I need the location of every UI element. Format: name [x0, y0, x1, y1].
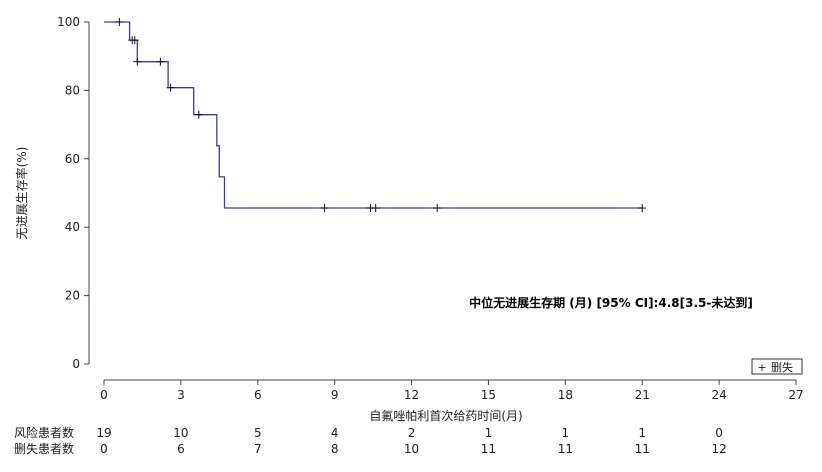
- risk-value: 11: [558, 442, 573, 456]
- x-tick-label: 15: [481, 388, 496, 402]
- x-tick-label: 21: [635, 388, 650, 402]
- x-tick-label: 6: [254, 388, 262, 402]
- labels-layer: 无进展生存率(%) 自氟唑帕利首次给药时间(月) 中位无进展生存期 (月) [9…: [14, 147, 753, 423]
- censor-mark: [320, 204, 329, 213]
- legend-box: [751, 358, 803, 375]
- risk-value: 6: [177, 442, 185, 456]
- x-tick-label: 27: [788, 388, 803, 402]
- risk-value: 5: [254, 426, 262, 440]
- censor-mark: [166, 83, 175, 92]
- risk-row-label: 风险患者数: [14, 425, 74, 440]
- y-tick-label: 20: [65, 289, 80, 303]
- x-tick-label: 9: [331, 388, 339, 402]
- x-tick-label: 0: [100, 388, 108, 402]
- legend-label: 删失: [771, 361, 793, 374]
- risk-value: 8: [331, 442, 339, 456]
- censor-mark: [130, 36, 139, 45]
- censor-mark: [371, 204, 380, 213]
- censor-mark: [133, 57, 142, 66]
- risk-value: 19: [96, 426, 111, 440]
- axes: 0 20 40 60 80 100 0 3 6 9 12 15 18 21 24 27: [57, 15, 804, 402]
- risk-value: 1: [485, 426, 493, 440]
- censor-mark: [638, 204, 647, 213]
- y-tick-label: 100: [57, 15, 80, 29]
- censor-marker-icon: +: [757, 361, 766, 374]
- y-axis-label: 无进展生存率(%): [14, 147, 29, 240]
- series-layer: [104, 18, 647, 213]
- censor-mark: [156, 57, 165, 66]
- legend: + 删失: [751, 358, 803, 375]
- y-tick-label: 80: [65, 83, 80, 97]
- y-tick-label: 0: [72, 357, 80, 371]
- risk-value: 0: [715, 426, 723, 440]
- x-tick-label: 18: [558, 388, 573, 402]
- risk-row-label: 删失患者数: [14, 441, 74, 456]
- censor-mark: [115, 18, 124, 26]
- survival-curve: [104, 21, 643, 209]
- x-tick-label: 24: [711, 388, 726, 402]
- censor-mark: [194, 110, 203, 119]
- risk-value: 11: [481, 442, 496, 456]
- x-tick-label: 3: [177, 388, 185, 402]
- risk-value: 10: [173, 426, 188, 440]
- risk-value: 11: [635, 442, 650, 456]
- risk-value: 10: [404, 442, 419, 456]
- y-tick-label: 40: [65, 220, 80, 234]
- censor-mark: [433, 204, 442, 213]
- risk-value: 2: [408, 426, 416, 440]
- risk-value: 1: [562, 426, 570, 440]
- risk-value: 12: [711, 442, 726, 456]
- risk-value: 1: [638, 426, 646, 440]
- median-pfs-annotation: 中位无进展生存期 (月) [95% CI]:4.8[3.5-未达到]: [469, 295, 753, 310]
- y-tick-label: 60: [65, 152, 80, 166]
- risk-value: 0: [100, 442, 108, 456]
- risk-value: 4: [331, 426, 339, 440]
- x-axis-label: 自氟唑帕利首次给药时间(月): [369, 408, 522, 423]
- x-tick-label: 12: [404, 388, 419, 402]
- risk-value: 7: [254, 442, 262, 456]
